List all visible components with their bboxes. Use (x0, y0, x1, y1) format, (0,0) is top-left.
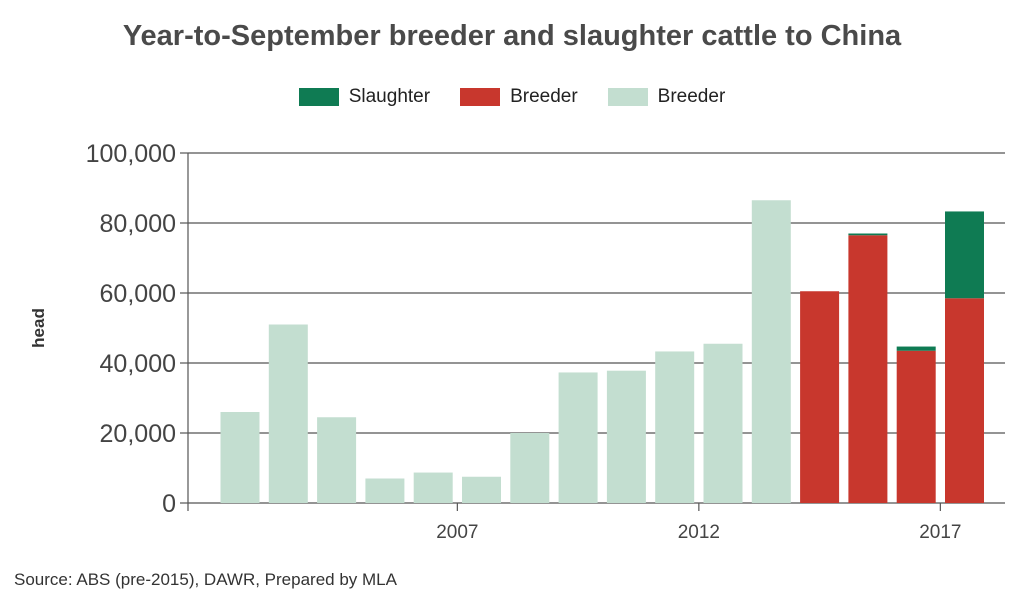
legend-swatch-slaughter (298, 88, 339, 106)
y-tick-label: 60,000 (100, 280, 176, 308)
bar-breeder-light-2002 (220, 412, 260, 503)
bar-slaughter-2015 (848, 233, 888, 236)
legend-label-breeder-red: Breeder (510, 86, 578, 107)
legend-item-breeder-red: Breeder (460, 86, 578, 108)
bar-breeder-light-2005 (365, 478, 405, 503)
bar-breeder-red-2015 (848, 235, 888, 503)
legend-item-slaughter: Slaughter (298, 86, 431, 108)
bar-slaughter-2017 (945, 211, 984, 299)
y-tick-label: 20,000 (100, 420, 176, 448)
x-tick-label: 2017 (919, 522, 961, 543)
bar-breeder-light-2003 (268, 324, 308, 503)
x-tick-label: 2007 (436, 522, 478, 543)
bar-breeder-light-2009 (558, 372, 598, 503)
bar-breeder-light-2010 (606, 370, 646, 503)
legend: Slaughter Breeder Breeder (0, 86, 1024, 108)
y-tick-label: 80,000 (100, 210, 176, 238)
y-tick-label: 100,000 (86, 140, 176, 168)
legend-label-slaughter: Slaughter (348, 86, 431, 107)
source-note: Source: ABS (pre-2015), DAWR, Prepared b… (14, 570, 397, 589)
bar-breeder-light-2007 (462, 476, 501, 503)
y-axis-title: head (29, 308, 48, 348)
bar-breeder-red-2017 (945, 298, 984, 503)
y-tick-label: 40,000 (100, 350, 176, 378)
chart-title: Year-to-September breeder and slaughter … (122, 20, 902, 52)
bar-breeder-light-2004 (317, 417, 357, 503)
y-tick-label: 0 (162, 490, 176, 518)
bar-slaughter-2016 (896, 346, 936, 351)
bar-breeder-red-2014 (800, 291, 840, 503)
bar-breeder-light-2013 (751, 200, 791, 503)
bar-breeder-light-2006 (413, 472, 453, 503)
legend-label-breeder-green: Breeder (657, 86, 726, 107)
x-tick-label: 2012 (678, 522, 720, 543)
bar-breeder-light-2012 (703, 343, 743, 503)
bar-breeder-light-2008 (510, 433, 550, 503)
legend-item-breeder-green: Breeder (607, 86, 726, 108)
bar-breeder-light-2011 (655, 351, 695, 503)
legend-swatch-breeder-red (460, 88, 501, 106)
legend-swatch-breeder-green (607, 88, 648, 106)
bar-breeder-red-2016 (896, 350, 936, 503)
